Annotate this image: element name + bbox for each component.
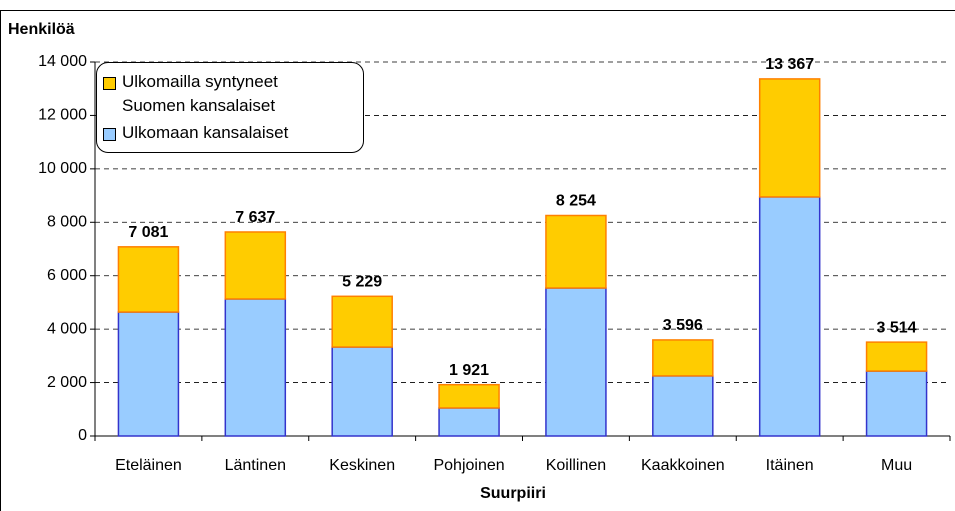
legend-label: Ulkomailla syntyneet Suomen kansalaiset [122,72,278,115]
y-axis-label: Henkilöä [8,21,75,38]
bar-segment [545,287,607,437]
bar-segment [331,346,393,437]
bar-segment [117,311,180,437]
total-label: 1 921 [449,362,489,379]
legend-swatch [103,128,116,141]
bar-segment [224,231,287,300]
bar-segment [438,383,500,409]
x-axis-label: Suurpiiri [480,485,546,502]
x-tick-label: Keskinen [329,457,395,474]
x-tick-label: Itäinen [766,457,814,474]
bar-segment [652,375,714,437]
y-tick-label: 10 000 [38,160,87,177]
total-label: 13 367 [765,56,814,73]
legend-item: Ulkomailla syntyneet Suomen kansalaiset [103,70,357,118]
total-label: 5 229 [342,274,382,291]
legend-item: Ulkomaan kansalaiset [103,121,357,145]
legend: Ulkomailla syntyneet Suomen kansalaiset U… [96,62,364,153]
y-tick-label: 2 000 [47,374,87,391]
legend-swatch [103,77,116,90]
bar-segment [117,246,180,313]
x-tick-label: Läntinen [225,457,286,474]
x-tick-label: Kaakkoinen [641,457,725,474]
y-tick-label: 12 000 [38,107,87,124]
total-label: 7 637 [235,209,275,226]
y-tick-label: 8 000 [47,214,87,231]
x-tick-label: Pohjoinen [433,457,504,474]
legend-label: Ulkomaan kansalaiset [122,123,289,142]
bar-segment [545,214,607,289]
total-label: 8 254 [556,193,596,210]
bar-segment [758,78,821,198]
bar-segment [224,298,287,437]
y-tick-label: 6 000 [47,267,87,284]
total-label: 3 514 [877,319,917,336]
bar-segment [758,196,821,437]
bar-segment [865,370,928,437]
total-label: 3 596 [663,317,703,334]
bar-segment [652,339,714,377]
x-tick-label: Koillinen [546,457,606,474]
bar-segment [865,341,928,372]
bar-segment [331,295,393,348]
chart-border [0,10,955,511]
x-tick-label: Eteläinen [115,457,182,474]
x-tick-label: Muu [881,457,912,474]
y-tick-label: 4 000 [47,320,87,337]
bar-segment [438,407,500,437]
y-tick-label: 14 000 [38,53,87,70]
total-label: 7 081 [128,224,168,241]
y-tick-label: 0 [78,427,87,444]
